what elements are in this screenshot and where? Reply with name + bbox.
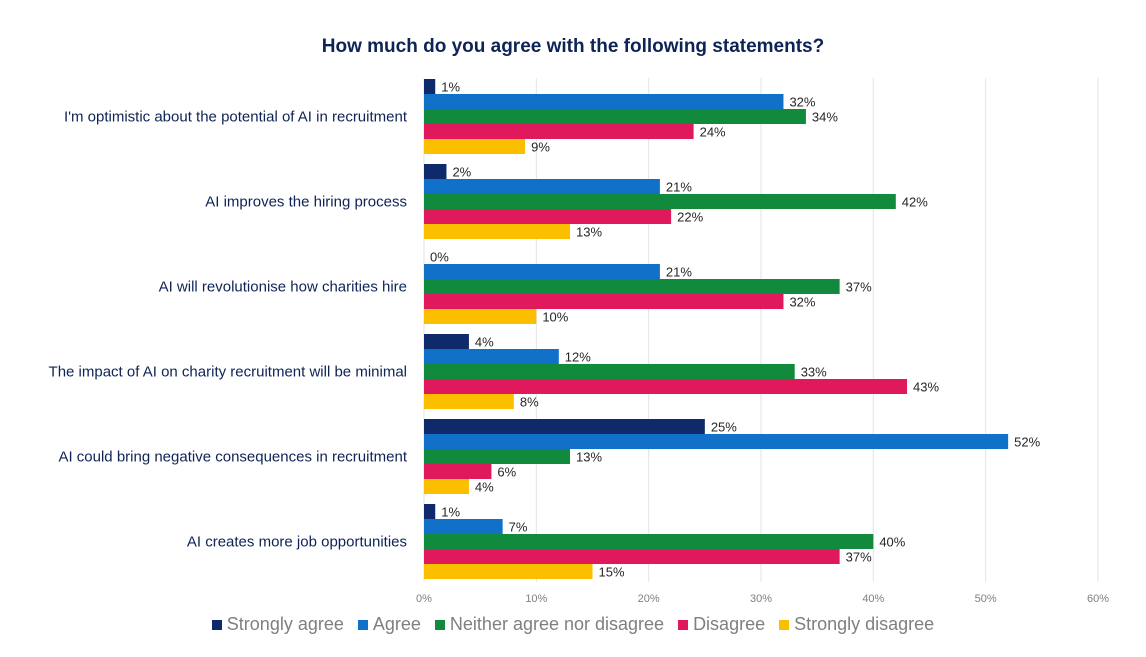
data-label: 7% [509,520,528,535]
legend: Strongly agree Agree Neither agree nor dis… [0,614,1146,635]
category-label: The impact of AI on charity recruitment … [49,364,407,381]
bar [424,124,694,139]
data-label: 37% [846,280,872,295]
grid-lines [423,78,1099,582]
x-tick-label: 20% [638,593,660,605]
bar [424,139,526,154]
bar [424,349,559,364]
x-tick-label: 30% [750,593,772,605]
data-label: 22% [677,210,703,225]
legend-item: Strongly disagree [779,614,934,635]
data-label: 4% [475,480,494,495]
data-label: 43% [913,380,939,395]
bar [424,224,571,239]
category-label: AI could bring negative consequences in … [58,449,407,466]
data-label: 15% [599,565,625,580]
category-label: AI will revolutionise how charities hire [159,279,407,296]
bar [424,309,537,324]
data-label: 12% [565,350,591,365]
data-label: 40% [879,535,905,550]
category-label: I'm optimistic about the potential of AI… [64,109,408,126]
data-label: 2% [452,165,471,180]
bar [424,179,660,194]
legend-swatch [779,619,790,630]
data-label: 13% [576,225,602,240]
bar [424,464,492,479]
bar [424,479,469,494]
legend-item: Neither agree nor disagree [434,614,665,635]
x-tick-label: 60% [1087,593,1109,605]
bar [424,449,571,464]
bar [424,334,469,349]
data-label: 52% [1014,435,1040,450]
legend-swatch [211,619,222,630]
legend-label: Disagree [693,614,766,634]
data-label: 9% [531,140,550,155]
data-label: 13% [576,450,602,465]
data-label: 42% [902,195,928,210]
legend-swatch [357,619,368,630]
legend-item: Disagree [678,614,765,635]
data-label: 1% [441,505,460,520]
legend-swatch [434,619,445,630]
data-label: 32% [789,95,815,110]
bar [424,364,795,379]
bar [424,519,503,534]
legend-label: Strongly disagree [794,614,935,634]
bars [424,79,1009,579]
data-label: 10% [542,310,568,325]
legend-label: Neither agree nor disagree [449,614,665,634]
bar [424,109,806,124]
bar [424,434,1009,449]
bar [424,564,593,579]
chart-title: How much do you agree with the following… [321,36,825,57]
data-label: 21% [666,265,692,280]
bar [424,549,840,564]
bar [424,279,840,294]
x-tick-label: 0% [416,593,432,605]
data-label: 1% [441,80,460,95]
bar [424,264,660,279]
category-label: AI improves the hiring process [205,194,407,211]
legend-label: Strongly agree [226,614,344,634]
bar [424,194,896,209]
bar [424,504,436,519]
legend-item: Agree [357,614,421,635]
data-label: 24% [700,125,726,140]
data-label: 34% [812,110,838,125]
data-label: 33% [801,365,827,380]
data-label: 25% [711,420,737,435]
data-label: 37% [846,550,872,565]
bar [424,209,672,224]
bar [424,419,705,434]
bar [424,394,514,409]
data-label: 8% [520,395,539,410]
data-label: 6% [497,465,516,480]
category-label: AI creates more job opportunities [187,534,407,551]
data-label: 32% [789,295,815,310]
bar [424,164,447,179]
data-label: 4% [475,335,494,350]
bar [424,534,874,549]
bar [424,94,784,109]
bar [424,79,436,94]
x-tick-label: 40% [862,593,884,605]
x-axis-ticks: 0% 10% 20% 30% 40% 50% 60% [416,593,1109,605]
x-tick-label: 50% [975,593,997,605]
bar [424,379,908,394]
data-labels: 1%32%34%24%9%2%21%42%22%13%0%21%37%32%10… [430,80,1041,580]
legend-item: Strongly agree [211,614,344,635]
legend-label: Agree [372,614,421,634]
category-labels: I'm optimistic about the potential of AI… [49,109,408,551]
bar [424,294,784,309]
data-label: 0% [430,250,449,265]
legend-swatch [678,619,689,630]
x-tick-label: 10% [525,593,547,605]
data-label: 21% [666,180,692,195]
